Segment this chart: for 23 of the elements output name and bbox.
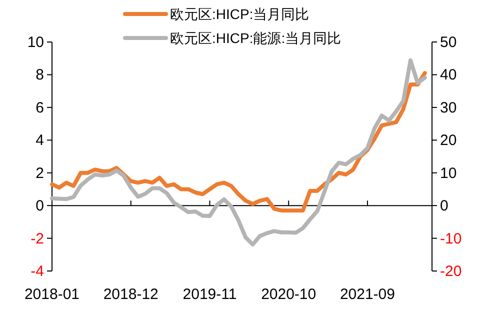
y-tick-label: 6 <box>36 99 44 116</box>
y2-tick-label: -20 <box>440 263 462 280</box>
y-tick-label: 4 <box>36 132 44 150</box>
y-tick-label: 0 <box>36 198 44 215</box>
y2-tick-label: 30 <box>440 99 457 116</box>
legend-label: 欧元区:HICP:能源:当月同比 <box>170 30 342 46</box>
y-tick-label: -4 <box>30 263 44 280</box>
y-tick-label: 8 <box>36 66 44 84</box>
y2-tick-label: 50 <box>440 34 457 51</box>
y2-tick-label: -10 <box>440 230 462 248</box>
legend-label: 欧元区:HICP:当月同比 <box>170 6 310 22</box>
y-tick-label: 2 <box>36 164 44 182</box>
x-tick-label: 2020-10 <box>261 286 316 303</box>
x-tick-label: 2021-09 <box>340 286 396 303</box>
x-tick-label: 2018-12 <box>103 286 158 303</box>
y-tick-label: 10 <box>27 34 44 51</box>
y2-tick-label: 10 <box>440 164 457 182</box>
y2-tick-label: 0 <box>440 198 448 215</box>
y-tick-label: -2 <box>30 230 44 248</box>
x-tick-label: 2019-11 <box>182 286 237 303</box>
x-tick-label: 2018-01 <box>24 286 80 303</box>
y2-tick-label: 20 <box>440 132 457 150</box>
y2-tick-label: 40 <box>440 66 457 84</box>
